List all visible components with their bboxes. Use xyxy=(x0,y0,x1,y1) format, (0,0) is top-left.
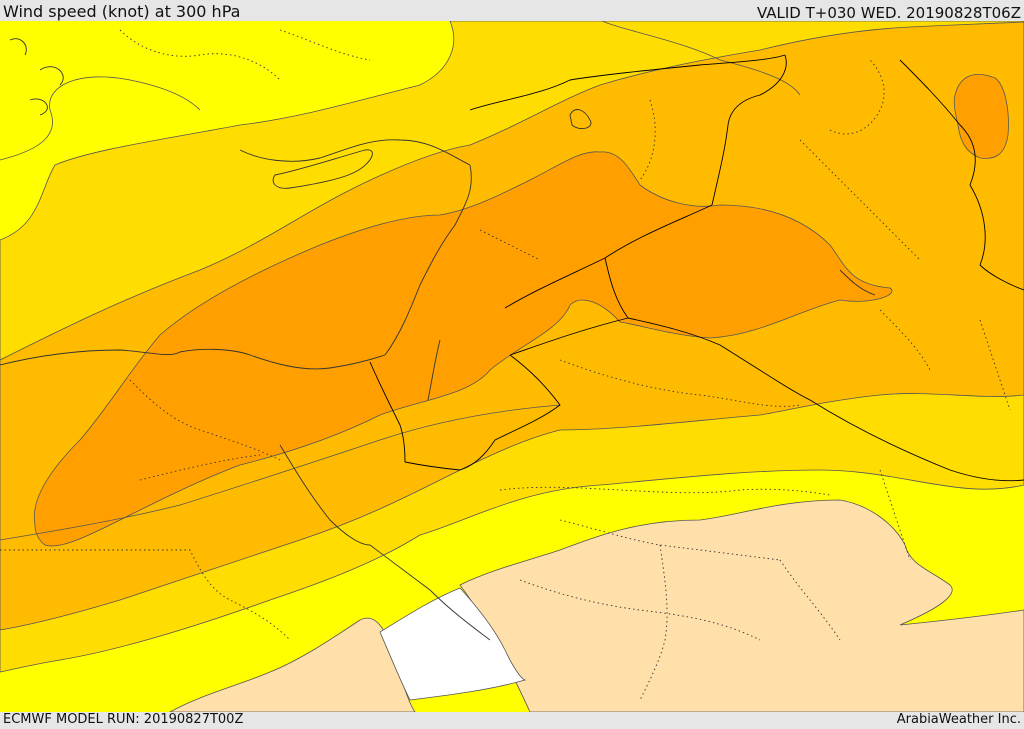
wind-speed-map xyxy=(0,21,1024,712)
borders xyxy=(369,54,1024,482)
footer-bar: ECMWF MODEL RUN: 20190827T00Z ArabiaWeat… xyxy=(0,712,1024,729)
valid-time: VALID T+030 WED. 20190828T06Z xyxy=(756,4,1021,22)
title-bar: Wind speed (knot) at 300 hPa VALID T+030… xyxy=(0,0,1024,22)
model-run: ECMWF MODEL RUN: 20190827T00Z xyxy=(3,712,244,727)
band-none xyxy=(379,587,527,701)
map-title: Wind speed (knot) at 300 hPa xyxy=(3,2,241,21)
credit: ArabiaWeather Inc. xyxy=(896,712,1021,727)
admin-boundaries xyxy=(0,29,1011,701)
band-high xyxy=(33,151,893,547)
coastlines xyxy=(0,38,876,641)
